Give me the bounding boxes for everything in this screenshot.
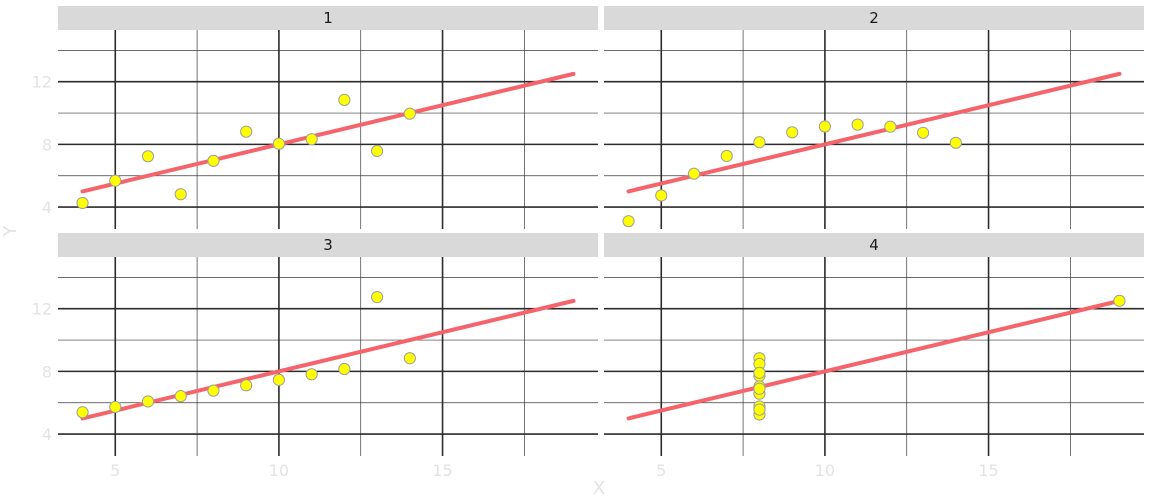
data-point xyxy=(818,120,832,133)
data-point xyxy=(272,373,286,386)
data-point xyxy=(655,189,668,202)
data-point xyxy=(1113,294,1126,307)
y-tick-label: 4 xyxy=(42,198,52,217)
facet-strip-label: 2 xyxy=(869,9,879,27)
data-point xyxy=(949,136,962,149)
data-point xyxy=(76,406,89,419)
data-point xyxy=(786,126,799,139)
data-point xyxy=(370,144,384,158)
data-point xyxy=(109,174,122,187)
data-point xyxy=(174,188,187,201)
x-tick-label: 10 xyxy=(815,461,835,480)
facet-strip-label: 3 xyxy=(323,236,333,254)
y-tick-label: 12 xyxy=(32,300,52,319)
data-point xyxy=(687,167,701,180)
data-point xyxy=(207,384,220,397)
data-point xyxy=(753,366,766,379)
facet-strip-label: 1 xyxy=(323,9,333,27)
regression-line xyxy=(80,298,576,421)
data-point xyxy=(174,390,187,403)
facet-strip xyxy=(604,6,1144,30)
y-tick-label: 4 xyxy=(42,425,52,444)
facet-strip xyxy=(604,233,1144,257)
x-tick-label: 5 xyxy=(656,461,666,480)
facet-panel-2: 2 xyxy=(604,6,1144,229)
data-point xyxy=(141,150,155,163)
facet-panel-3: 3 xyxy=(58,233,598,456)
facet-panel-1: 1 xyxy=(58,6,598,229)
y-tick-label: 8 xyxy=(42,362,52,381)
y-axis-title: Y xyxy=(0,225,21,238)
x-tick-label: 5 xyxy=(110,461,120,480)
data-point xyxy=(884,120,897,133)
regression-line xyxy=(80,71,576,194)
data-point xyxy=(207,154,220,167)
data-point xyxy=(141,395,155,408)
x-tick-label: 15 xyxy=(978,461,998,480)
data-point xyxy=(338,93,351,106)
data-point xyxy=(370,291,384,304)
data-point xyxy=(305,368,318,381)
data-point xyxy=(305,133,318,146)
data-point xyxy=(240,379,253,392)
data-point xyxy=(753,136,766,149)
facet-strip-label: 4 xyxy=(869,236,879,254)
panels: 1 2 3 4 xyxy=(58,6,1144,456)
data-point xyxy=(272,137,286,150)
data-point xyxy=(403,352,416,365)
data-point xyxy=(720,149,733,163)
facet-strip xyxy=(58,233,598,257)
y-tick-label: 12 xyxy=(32,73,52,92)
data-point xyxy=(338,362,351,376)
data-point xyxy=(403,107,416,120)
regression-line xyxy=(626,71,1122,194)
data-point xyxy=(753,403,766,416)
regression-line xyxy=(626,298,1122,421)
x-tick-label: 15 xyxy=(432,461,452,480)
facet-strip xyxy=(58,6,598,30)
facet-panel-4: 4 xyxy=(604,233,1144,456)
data-point xyxy=(109,400,122,414)
data-point xyxy=(622,215,635,228)
data-point xyxy=(76,196,89,210)
data-point xyxy=(851,118,864,131)
data-point xyxy=(753,382,766,395)
x-tick-label: 10 xyxy=(269,461,289,480)
data-point xyxy=(916,126,930,139)
tick-labels: 4 8 12 4 8 12 5 10 15 5 10 15 xyxy=(32,73,999,480)
y-tick-label: 8 xyxy=(42,135,52,154)
x-axis-title: X xyxy=(593,478,605,499)
data-point xyxy=(240,125,253,138)
